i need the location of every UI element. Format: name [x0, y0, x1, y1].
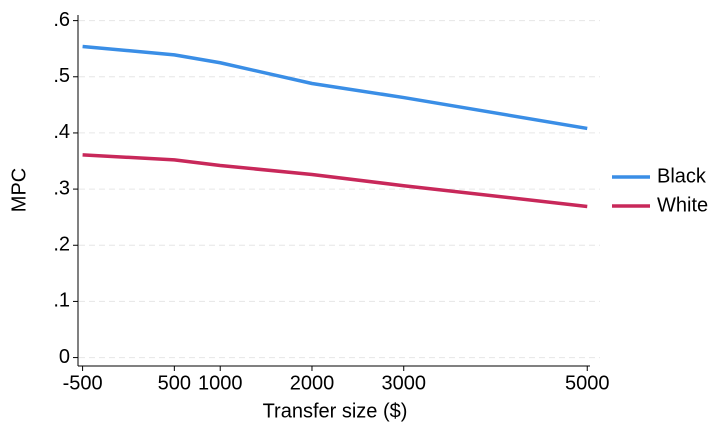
- y-tick-label: .4: [53, 121, 70, 143]
- x-tick-label: 5000: [565, 372, 610, 394]
- y-tick-label: .6: [53, 9, 70, 31]
- x-tick-label: -500: [63, 372, 103, 394]
- series-line: [82, 44, 588, 131]
- y-axis-title: MPC: [8, 168, 30, 212]
- x-axis-title: Transfer size ($): [263, 400, 408, 422]
- x-tick-label: 1000: [198, 372, 243, 394]
- y-tick-label: .3: [53, 177, 70, 199]
- legend-label: White: [657, 194, 708, 216]
- x-tick-label: 2000: [290, 372, 335, 394]
- x-tick-label: 500: [158, 372, 191, 394]
- y-tick-label: .5: [53, 65, 70, 87]
- y-tick-label: .2: [53, 234, 70, 256]
- y-tick-label: .1: [53, 290, 70, 312]
- x-tick-label: 3000: [381, 372, 426, 394]
- series-line: [82, 153, 588, 209]
- y-tick-label: 0: [59, 346, 70, 368]
- legend-label: Black: [657, 165, 707, 187]
